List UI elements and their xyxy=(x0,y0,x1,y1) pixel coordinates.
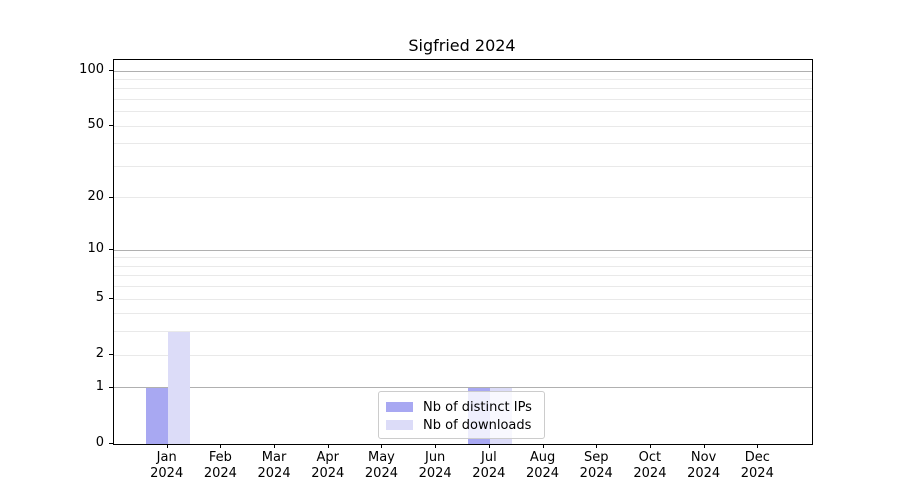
minor-gridline-5 xyxy=(114,298,812,300)
legend: Nb of distinct IPs Nb of downloads xyxy=(378,391,545,439)
y-tick-0 xyxy=(109,443,113,444)
y-tick-label-50: 50 xyxy=(87,117,104,133)
x-tick-jul-2024 xyxy=(488,444,490,448)
legend-swatch-nb-of-distinct-ips xyxy=(386,402,413,412)
legend-swatch-nb-of-downloads xyxy=(386,420,413,430)
minor-gridline-90 xyxy=(114,78,812,80)
x-tick-label-may-2024: May 2024 xyxy=(364,450,398,481)
legend-entry-nb-of-downloads: Nb of downloads xyxy=(386,416,536,434)
x-tick-jan-2024 xyxy=(166,444,168,448)
x-tick-dec-2024 xyxy=(757,444,759,448)
y-tick-5 xyxy=(109,298,113,300)
y-tick-label-5: 5 xyxy=(95,290,104,306)
major-gridline-10 xyxy=(114,249,812,251)
x-tick-feb-2024 xyxy=(220,444,222,448)
y-tick-label-20: 20 xyxy=(87,188,104,204)
x-tick-jun-2024 xyxy=(435,444,437,448)
x-tick-oct-2024 xyxy=(649,444,651,448)
bar-nb-of-downloads-jan-2024 xyxy=(167,331,190,444)
x-tick-label-dec-2024: Dec 2024 xyxy=(740,450,774,481)
chart-title: Sigfried 2024 xyxy=(408,36,516,55)
plot-area xyxy=(113,59,813,445)
x-tick-label-oct-2024: Oct 2024 xyxy=(633,450,667,481)
y-tick-50 xyxy=(109,125,113,127)
x-tick-label-nov-2024: Nov 2024 xyxy=(687,450,721,481)
minor-gridline-9 xyxy=(114,257,812,259)
x-tick-may-2024 xyxy=(381,444,383,448)
y-tick-2 xyxy=(109,354,113,356)
minor-gridline-3 xyxy=(114,331,812,333)
y-tick-label-100: 100 xyxy=(79,62,104,77)
minor-gridline-6 xyxy=(114,286,812,288)
x-tick-mar-2024 xyxy=(274,444,276,448)
x-tick-label-sep-2024: Sep 2024 xyxy=(579,450,613,481)
x-tick-label-feb-2024: Feb 2024 xyxy=(203,450,237,481)
y-tick-label-1: 1 xyxy=(95,378,104,394)
legend-entry-nb-of-distinct-ips: Nb of distinct IPs xyxy=(386,398,536,416)
x-tick-label-jan-2024: Jan 2024 xyxy=(150,450,184,481)
x-tick-nov-2024 xyxy=(703,444,705,448)
x-tick-label-aug-2024: Aug 2024 xyxy=(525,450,560,481)
y-tick-100 xyxy=(109,70,113,71)
y-tick-label-2: 2 xyxy=(95,346,104,362)
x-tick-sep-2024 xyxy=(596,444,598,448)
minor-gridline-2 xyxy=(114,354,812,356)
major-gridline-100 xyxy=(114,70,812,72)
legend-label-nb-of-distinct-ips: Nb of distinct IPs xyxy=(423,399,532,415)
minor-gridline-80 xyxy=(114,88,812,90)
minor-gridline-4 xyxy=(114,313,812,315)
bar-nb-of-distinct-ips-jan-2024 xyxy=(145,387,168,444)
minor-gridline-70 xyxy=(114,98,812,100)
x-tick-label-apr-2024: Apr 2024 xyxy=(311,450,345,481)
y-tick-20 xyxy=(109,196,113,198)
x-tick-label-jun-2024: Jun 2024 xyxy=(418,450,452,481)
x-tick-label-mar-2024: Mar 2024 xyxy=(257,450,291,481)
minor-gridline-30 xyxy=(114,165,812,167)
y-tick-label-10: 10 xyxy=(87,241,104,257)
y-tick-10 xyxy=(109,249,113,251)
major-gridline-1 xyxy=(114,387,812,389)
minor-gridline-7 xyxy=(114,275,812,277)
legend-label-nb-of-downloads: Nb of downloads xyxy=(423,417,532,433)
minor-gridline-20 xyxy=(114,197,812,199)
x-tick-label-jul-2024: Jul 2024 xyxy=(472,450,506,481)
y-tick-label-0: 0 xyxy=(95,435,104,450)
minor-gridline-50 xyxy=(114,125,812,127)
x-tick-aug-2024 xyxy=(542,444,544,448)
minor-gridline-40 xyxy=(114,143,812,145)
minor-gridline-60 xyxy=(114,111,812,113)
x-tick-apr-2024 xyxy=(327,444,329,448)
y-tick-1 xyxy=(109,386,113,388)
minor-gridline-8 xyxy=(114,265,812,267)
